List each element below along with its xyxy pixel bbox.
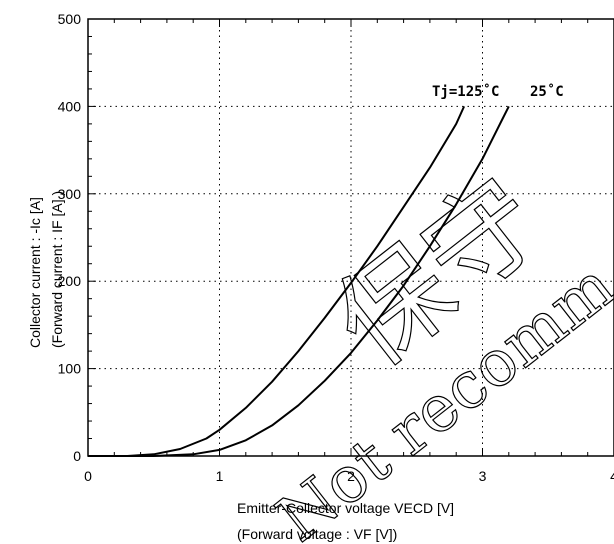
- y-tick-label: 400: [58, 98, 82, 114]
- x-axis-sublabel: (Forward voltage : VF [V]): [237, 526, 397, 542]
- x-tick-label: 1: [216, 468, 224, 484]
- y-tick-label: 300: [58, 186, 82, 202]
- y-tick-label: 500: [58, 11, 82, 27]
- y-tick-label: 0: [73, 448, 81, 464]
- watermark: 保守 Not recomm: [264, 154, 614, 544]
- series-line-1: [88, 105, 510, 457]
- series-label-25c: 25˚C: [530, 83, 564, 100]
- x-tick-label: 3: [479, 468, 487, 484]
- series-label-125c: Tj=125˚C: [432, 83, 499, 100]
- x-tick-labels: 0 1 2 3 4: [84, 468, 614, 484]
- y-axis-label: Collector current : -Ic [A]: [27, 197, 43, 348]
- x-tick-label: 2: [347, 468, 355, 484]
- series-line-0: [88, 105, 466, 457]
- x-axis-label: Emitter-Collector voltage VECD [V]: [237, 500, 454, 516]
- series-curves: [88, 105, 510, 457]
- y-axis-sublabel: (Forward current : IF [A] ): [49, 191, 65, 348]
- x-tick-label: 0: [84, 468, 92, 484]
- y-tick-label: 200: [58, 273, 82, 289]
- grid-lines: [88, 19, 614, 456]
- y-tick-labels: 0 100 200 300 400 500: [58, 11, 82, 464]
- y-tick-label: 100: [58, 361, 82, 377]
- x-tick-label: 4: [610, 468, 614, 484]
